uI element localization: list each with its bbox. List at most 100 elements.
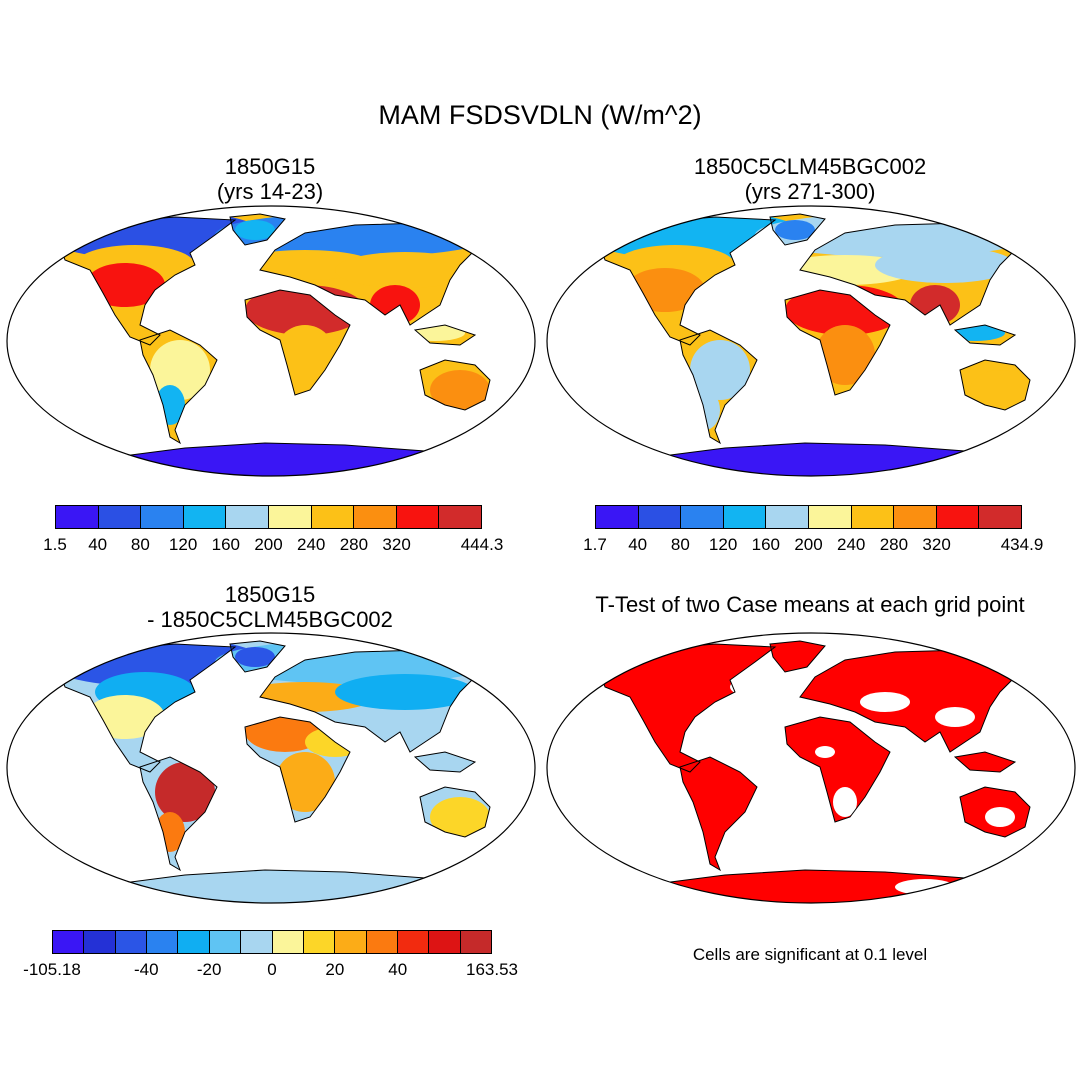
field-blob [970, 370, 1030, 410]
map-frame [546, 632, 1076, 904]
colorbar-swatch [303, 931, 336, 953]
field-blob [150, 340, 210, 400]
colorbar-tick-label: 40 [388, 960, 408, 979]
field-blob [690, 340, 750, 400]
field-blob [275, 325, 335, 385]
colorbar-swatch [366, 931, 398, 953]
map-panel-ttest [546, 632, 1076, 904]
coastline-seAsiaIslands [953, 751, 1017, 773]
antarctica-land [104, 869, 451, 903]
panel-title-case2-line1: 1850C5CLM45BGC002 [693, 154, 927, 179]
coastline-northAmerica [59, 216, 237, 346]
nonsignificant-cell [860, 692, 910, 712]
colorbar-tick-label: -105.18 [23, 960, 81, 979]
coastline-southAmerica [139, 329, 218, 445]
coastline-africa [244, 716, 351, 823]
colorbar-swatch [147, 931, 179, 953]
colorbar-tick-label: 163.53 [466, 960, 518, 979]
panel-title-case2-line2: (yrs 271-300) [744, 179, 876, 204]
map-frame [546, 205, 1076, 477]
field-blob [275, 752, 335, 812]
colorbar-tick-label: 320 [382, 535, 411, 554]
colorbar-swatch [396, 506, 440, 528]
colorbar-tick-label: 160 [211, 535, 240, 554]
coastline-greenland [769, 213, 826, 246]
colorbar-swatch [56, 506, 99, 528]
colorbar-tick-label: 444.3 [460, 535, 504, 554]
field-blob [85, 263, 165, 307]
coastline-seAsiaIslands [953, 324, 1017, 346]
coastline-australia [959, 359, 1031, 411]
colorbar-tick-label: 434.9 [1000, 535, 1044, 554]
map-panel-case2 [546, 205, 1076, 477]
coastline-southAmerica [139, 756, 218, 872]
colorbar-tick-label: 20 [325, 960, 345, 979]
panel-title-case1-line2: (yrs 14-23) [216, 179, 324, 204]
colorbar-swatch [84, 931, 116, 953]
coastline-greenland [769, 640, 826, 673]
coastline-australia [959, 786, 1031, 838]
panel-title-diff: 1850G15 - 1850C5CLM45BGC002 [70, 582, 470, 632]
colorbar-tick-label: 240 [297, 535, 326, 554]
colorbar-swatch [209, 931, 242, 953]
field-blob [335, 252, 475, 288]
coastline-southAmerica [679, 329, 758, 445]
nonsignificant-cell [985, 807, 1015, 827]
field-blob [625, 268, 705, 312]
colorbar-swatch [98, 506, 142, 528]
figure-title: MAM FSDSVDLN (W/m^2) [378, 100, 702, 130]
field-blob [945, 325, 1005, 341]
colorbar-case2 [595, 505, 1022, 529]
coastline-eurasia [799, 222, 1021, 326]
colorbar-tick-label: 200 [254, 535, 283, 554]
coastline-greenland [229, 213, 286, 246]
nonsignificant-cell [935, 707, 975, 727]
coastline-northAmerica [59, 643, 237, 773]
field-blob [430, 370, 490, 410]
colorbar-tick-label: 120 [168, 535, 198, 554]
colorbar-case1 [55, 505, 482, 529]
colorbar-swatch [638, 506, 682, 528]
field-blob [775, 220, 815, 240]
colorbar-swatch [766, 506, 809, 528]
colorbar-tick-label: 80 [130, 535, 150, 554]
colorbar-swatch [397, 931, 430, 953]
coastline-eurasia [799, 649, 1021, 753]
colorbar-swatch [268, 506, 312, 528]
panel-title-diff-line2: - 1850C5CLM45BGC002 [147, 607, 393, 632]
panel-title-ttest: T-Test of two Case means at each grid po… [540, 592, 1080, 617]
coastline-seAsiaIslands [413, 324, 477, 346]
colorbar-swatch [808, 506, 852, 528]
colorbar-swatch [178, 931, 210, 953]
coastline-australia [419, 359, 491, 411]
colorbar-tick-label: -20 [196, 960, 222, 979]
map-panel-case1 [6, 205, 536, 477]
field-blob [335, 674, 475, 710]
panel-title-case1: 1850G15 (yrs 14-23) [70, 154, 470, 204]
colorbar-tick-label: 280 [339, 535, 369, 554]
colorbar-tick-label: 280 [879, 535, 909, 554]
colorbar-tick-label: 40 [88, 535, 108, 554]
colorbar-swatch [851, 506, 895, 528]
colorbar-swatch [241, 931, 273, 953]
coastline-greenland [229, 640, 286, 673]
colorbar-swatch [596, 506, 639, 528]
coastline-africa [244, 289, 351, 396]
coastline-australia [419, 786, 491, 838]
field-blob [405, 752, 465, 768]
coastline-eurasia [259, 222, 481, 326]
colorbar-swatch [226, 506, 269, 528]
colorbar-tick-label: 160 [751, 535, 780, 554]
colorbar-swatch [439, 506, 481, 528]
nonsignificant-cell [833, 787, 857, 817]
colorbar-swatch [115, 931, 148, 953]
panel-title-diff-line1: 1850G15 [224, 582, 316, 607]
colorbar-swatch [936, 506, 980, 528]
colorbar-swatch [354, 506, 397, 528]
coastline-seAsiaIslands [413, 751, 477, 773]
field-blob [155, 385, 185, 425]
colorbar-swatch [681, 506, 724, 528]
colorbar-tick-label: 1.7 [583, 535, 607, 554]
nonsignificant-cell [895, 879, 955, 895]
colorbar-tick-label: 40 [628, 535, 648, 554]
